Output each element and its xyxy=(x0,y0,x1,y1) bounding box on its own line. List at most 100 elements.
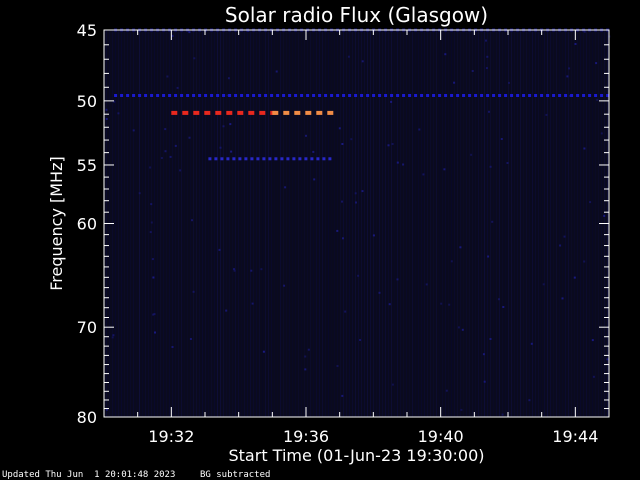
noise-streak xyxy=(214,30,215,417)
noise-streak xyxy=(169,30,170,417)
emission-segment xyxy=(156,94,160,97)
noise-speck xyxy=(354,192,357,195)
emission-segment xyxy=(504,94,508,97)
noise-streak xyxy=(478,30,479,417)
noise-speck xyxy=(164,128,167,131)
noise-speck xyxy=(378,291,381,294)
noise-streak xyxy=(394,30,395,417)
emission-segment xyxy=(576,94,580,97)
emission-segment xyxy=(180,94,184,97)
emission-segment xyxy=(248,110,255,115)
noise-speck xyxy=(566,75,569,78)
noise-streak xyxy=(511,30,512,417)
noise-speck xyxy=(461,328,464,331)
noise-streak xyxy=(127,30,128,417)
emission-segment xyxy=(252,94,256,97)
noise-streak xyxy=(340,30,341,417)
noise-speck xyxy=(233,269,236,272)
noise-speck xyxy=(336,365,339,367)
noise-streak xyxy=(361,30,362,417)
noise-streak xyxy=(217,30,218,417)
emission-segment xyxy=(226,157,230,161)
noise-streak xyxy=(424,30,425,417)
emission-segment xyxy=(244,157,248,161)
noise-speck xyxy=(568,67,571,70)
noise-streak xyxy=(280,30,281,417)
noise-speck xyxy=(350,138,353,141)
emission-segment xyxy=(414,94,418,97)
noise-speck xyxy=(545,113,548,116)
noise-speck xyxy=(171,346,174,348)
emission-segment xyxy=(168,94,172,97)
noise-streak xyxy=(331,30,332,417)
noise-speck xyxy=(117,112,120,115)
emission-segment xyxy=(259,110,266,115)
noise-speck xyxy=(171,34,174,37)
emission-segment xyxy=(144,94,148,97)
y-tick-label: 60 xyxy=(77,215,97,234)
noise-streak xyxy=(172,30,173,417)
noise-speck xyxy=(154,331,156,334)
noise-streak xyxy=(592,30,593,417)
emission-segment xyxy=(474,94,478,97)
noise-streak xyxy=(514,30,515,417)
noise-streak xyxy=(229,30,230,417)
noise-streak xyxy=(184,30,185,417)
noise-speck xyxy=(336,229,339,232)
noise-speck xyxy=(251,302,254,305)
noise-speck xyxy=(188,31,191,34)
noise-speck xyxy=(341,200,343,203)
noise-streak xyxy=(598,30,599,417)
noise-speck xyxy=(355,201,357,204)
noise-streak xyxy=(475,30,476,417)
noise-speck xyxy=(453,81,456,84)
emission-segment xyxy=(462,94,466,97)
noise-speck xyxy=(304,368,307,371)
noise-speck xyxy=(561,297,564,300)
noise-speck xyxy=(312,150,315,153)
noise-streak xyxy=(199,30,200,417)
noise-streak xyxy=(532,30,533,417)
noise-speck xyxy=(193,57,196,60)
emission-segment xyxy=(304,157,308,161)
noise-streak xyxy=(451,30,452,417)
emission-segment xyxy=(322,157,326,161)
noise-speck xyxy=(488,110,490,113)
noise-streak xyxy=(577,30,578,417)
emission-segment xyxy=(366,94,370,97)
y-tick-label: 45 xyxy=(77,21,97,40)
noise-streak xyxy=(298,30,299,417)
noise-speck xyxy=(583,260,586,263)
noise-streak xyxy=(346,30,347,417)
emission-segment xyxy=(268,157,272,161)
noise-streak xyxy=(484,30,485,417)
emission-segment xyxy=(510,94,514,97)
emission-segment xyxy=(522,94,526,97)
noise-speck xyxy=(574,43,577,45)
noise-streak xyxy=(136,30,137,417)
noise-streak xyxy=(190,30,191,417)
noise-speck xyxy=(497,298,500,301)
noise-streak xyxy=(121,30,122,417)
noise-speck xyxy=(486,55,489,58)
noise-streak xyxy=(430,30,431,417)
emission-segment xyxy=(274,157,278,161)
emission-segment xyxy=(246,94,250,97)
noise-streak xyxy=(250,30,251,417)
noise-speck xyxy=(105,118,108,120)
noise-speck xyxy=(501,413,504,416)
noise-streak xyxy=(208,30,209,417)
noise-speck xyxy=(487,255,490,258)
x-tick-label: 19:32 xyxy=(148,427,194,446)
noise-streak xyxy=(412,30,413,417)
emission-segment xyxy=(182,110,189,115)
noise-speck xyxy=(491,220,494,223)
noise-streak xyxy=(262,30,263,417)
noise-streak xyxy=(463,30,464,417)
emission-segment xyxy=(420,94,424,97)
noise-streak xyxy=(529,30,530,417)
emission-segment xyxy=(192,94,196,97)
emission-segment xyxy=(270,94,274,97)
plot-area xyxy=(104,30,609,417)
emission-segment xyxy=(276,94,280,97)
